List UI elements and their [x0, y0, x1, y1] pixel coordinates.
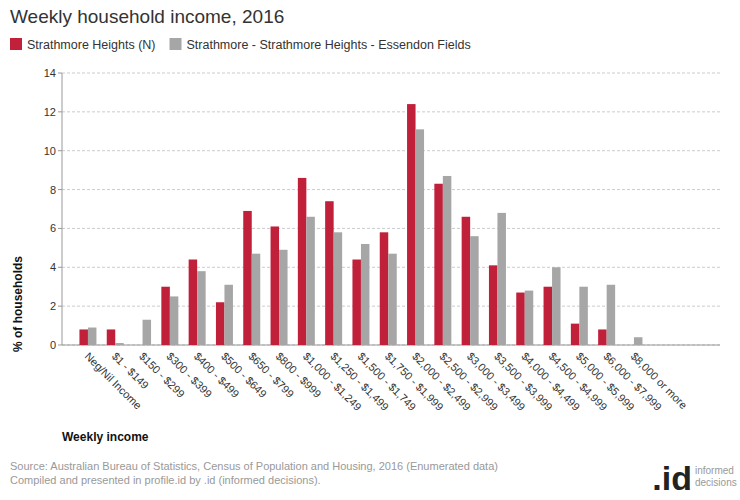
tick-mark [58, 150, 62, 151]
x-axis-label: Weekly income [62, 430, 149, 444]
y-tick-label: 12 [44, 106, 56, 118]
bar [197, 271, 206, 345]
bar [625, 345, 634, 346]
bar [88, 328, 97, 345]
bar [170, 296, 179, 345]
grid-line [62, 111, 720, 112]
bar [279, 250, 288, 345]
bar [216, 302, 225, 345]
bar [134, 345, 143, 346]
bar [598, 329, 607, 345]
tick-mark [58, 189, 62, 190]
chart: Weekly household income, 2016 Strathmore … [0, 0, 740, 500]
title: Weekly household income, 2016 [10, 6, 284, 27]
y-tick-label: 10 [44, 145, 56, 157]
bar [434, 184, 443, 345]
bars [79, 104, 642, 345]
source: Compiled and presented in profile.id by … [10, 474, 321, 486]
bar [516, 293, 525, 345]
bar [361, 244, 370, 345]
bar [462, 217, 471, 345]
tick-mark [58, 111, 62, 112]
bar [271, 226, 280, 345]
legend-swatch [170, 38, 182, 50]
bar [470, 236, 479, 345]
x-tick-label: $8,000 or more [629, 350, 690, 411]
bar [79, 329, 88, 345]
bar [407, 104, 416, 345]
legend-entry: Strathmore - Strathmore Heights - Essend… [187, 38, 471, 52]
grid-line [62, 73, 720, 74]
bar [416, 129, 425, 345]
bar [544, 287, 553, 345]
bar [388, 254, 397, 345]
y-tick-label: 14 [44, 67, 56, 79]
logo-text: informed [695, 465, 734, 476]
y-axis [62, 73, 63, 345]
y-tick-label: 0 [50, 339, 56, 351]
grid-line [62, 189, 720, 190]
bar [189, 260, 198, 345]
bar [607, 285, 616, 345]
bar [525, 291, 534, 345]
y-tick-label: 2 [50, 300, 56, 312]
tick-mark [58, 228, 62, 229]
bar [579, 287, 588, 345]
source: Source: Australian Bureau of Statistics,… [10, 460, 498, 472]
bar [161, 287, 170, 345]
legend-swatch [10, 38, 22, 50]
y-tick-label: 4 [50, 261, 56, 273]
bar [489, 265, 498, 345]
bar [334, 232, 343, 345]
bar [224, 285, 233, 345]
bar [115, 343, 124, 345]
bar [143, 320, 152, 345]
bar [380, 232, 389, 345]
tick-mark [58, 306, 62, 307]
bar [306, 217, 315, 345]
bar [443, 176, 452, 345]
logo: .id [652, 459, 692, 497]
bar [298, 178, 307, 345]
bar [243, 211, 252, 345]
y-axis-label: % of households [11, 256, 25, 352]
tick-mark [58, 73, 62, 74]
tick-mark [58, 267, 62, 268]
bar [634, 337, 643, 345]
bar [571, 324, 580, 345]
legend-entry: Strathmore Heights (N) [27, 38, 156, 52]
bar [107, 329, 116, 345]
bar [497, 213, 506, 345]
bar [552, 267, 561, 345]
tick-mark [58, 345, 62, 346]
bar [252, 254, 261, 345]
y-tick-label: 8 [50, 184, 56, 196]
y-tick-label: 6 [50, 222, 56, 234]
bar [325, 201, 334, 345]
bar [352, 260, 361, 345]
grid-line [62, 150, 720, 151]
grid-line [62, 228, 720, 229]
logo-text: decisions [695, 477, 737, 488]
